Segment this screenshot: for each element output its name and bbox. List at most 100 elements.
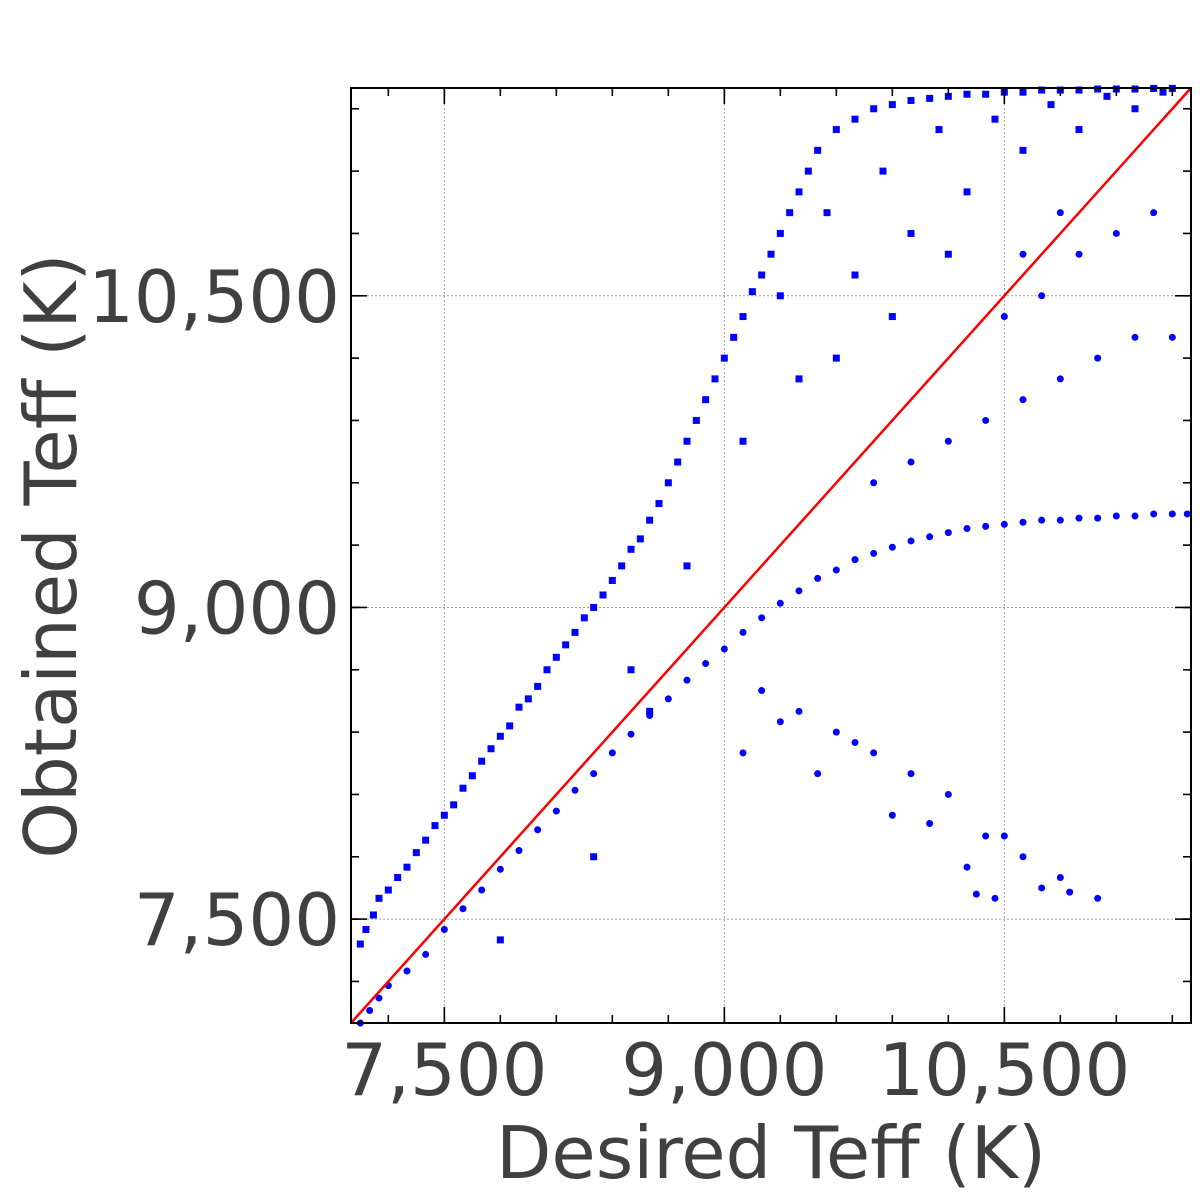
data-point-circle xyxy=(795,587,803,595)
data-point-circle xyxy=(795,707,803,715)
x-tick-label: 7,500 xyxy=(341,1028,547,1112)
data-point-circle xyxy=(459,905,467,913)
data-point-square xyxy=(655,500,663,508)
data-point-square xyxy=(1131,85,1139,93)
data-point-circle xyxy=(870,549,878,557)
data-point-circle xyxy=(1094,354,1102,362)
data-point-circle xyxy=(888,811,896,819)
data-point-square xyxy=(804,167,812,175)
reference-line-group xyxy=(350,87,1192,1024)
data-point-circle xyxy=(739,749,747,757)
data-point-square xyxy=(786,209,794,217)
data-point-square xyxy=(963,90,971,98)
data-point-square xyxy=(1075,126,1083,134)
data-point-square xyxy=(627,666,635,674)
data-point-square xyxy=(851,271,859,279)
grid xyxy=(351,88,1191,1023)
data-point-circle xyxy=(972,890,980,898)
data-point-square xyxy=(776,292,784,300)
data-point-circle xyxy=(1000,832,1008,840)
data-point-circle xyxy=(944,437,952,445)
data-point-square xyxy=(888,313,896,321)
data-point-square xyxy=(683,437,691,445)
data-point-circle xyxy=(1075,514,1083,522)
data-point-square xyxy=(692,416,700,424)
data-point-square xyxy=(506,722,514,730)
reference-line xyxy=(350,87,1192,1024)
data-point-circle xyxy=(608,749,616,757)
data-point-square xyxy=(832,354,840,362)
data-point-square xyxy=(571,628,579,636)
data-point-square xyxy=(888,101,896,109)
data-point-square xyxy=(720,354,728,362)
data-point-square xyxy=(394,874,402,882)
data-point-circle xyxy=(1056,375,1064,383)
data-point-circle xyxy=(1183,510,1191,518)
data-point-circle xyxy=(926,533,934,541)
data-point-square xyxy=(496,936,504,944)
data-point-circle xyxy=(422,950,430,958)
data-point-square xyxy=(478,757,486,765)
data-point-square xyxy=(702,396,710,404)
data-point-circle xyxy=(982,522,990,530)
data-point-square xyxy=(870,105,878,113)
plot-frame xyxy=(350,87,1192,1024)
data-point-circle xyxy=(1112,229,1120,237)
data-point-circle xyxy=(776,718,784,726)
data-point-square xyxy=(963,188,971,196)
data-point-square xyxy=(384,886,392,894)
data-point-circle xyxy=(1150,209,1158,217)
data-point-square xyxy=(982,90,990,98)
data-point-square xyxy=(1019,88,1027,96)
data-point-square xyxy=(1019,146,1027,154)
data-point-circle xyxy=(478,886,486,894)
data-point-square xyxy=(748,288,756,296)
data-point-square xyxy=(608,576,616,584)
data-point-circle xyxy=(683,676,691,684)
data-point-square xyxy=(580,614,588,622)
y-tick-label: 7,500 xyxy=(134,878,340,962)
data-point-circle xyxy=(963,524,971,532)
data-point-square xyxy=(1038,86,1046,94)
data-point-circle xyxy=(646,711,654,719)
tick-marks xyxy=(351,88,1191,1023)
data-point-circle xyxy=(1094,894,1102,902)
data-point-circle xyxy=(814,574,822,582)
data-point-square xyxy=(1131,105,1139,113)
data-point-square xyxy=(711,375,719,383)
data-point-square xyxy=(926,94,934,102)
data-point-square xyxy=(362,926,370,933)
data-point-square xyxy=(468,772,476,780)
data-points xyxy=(356,84,1191,1027)
data-point-circle xyxy=(776,599,784,607)
data-point-circle xyxy=(1019,250,1027,258)
data-point-circle xyxy=(534,826,542,834)
data-point-circle xyxy=(982,832,990,840)
data-point-circle xyxy=(907,458,915,466)
data-point-square xyxy=(823,209,831,217)
y-tick-label: 10,500 xyxy=(88,255,340,339)
data-point-square xyxy=(683,562,691,570)
data-point-circle xyxy=(1075,250,1083,258)
data-point-circle xyxy=(982,416,990,424)
data-point-square xyxy=(450,801,458,809)
data-point-circle xyxy=(832,566,840,574)
data-point-circle xyxy=(1131,512,1139,520)
data-point-circle xyxy=(1000,313,1008,321)
data-point-square xyxy=(739,437,747,445)
data-point-square xyxy=(1047,101,1055,109)
x-tick-labels: 7,500 9,000 10,500 xyxy=(341,1028,1130,1112)
data-point-circle xyxy=(944,529,952,537)
data-point-circle xyxy=(1056,209,1064,217)
data-point-circle xyxy=(1150,510,1158,518)
data-point-circle xyxy=(944,790,952,798)
data-point-circle xyxy=(832,728,840,736)
data-point-square xyxy=(814,146,822,154)
data-point-square xyxy=(674,458,682,466)
data-point-circle xyxy=(870,479,878,487)
data-point-circle xyxy=(926,820,934,828)
data-point-square xyxy=(991,115,999,123)
data-point-circle xyxy=(851,556,859,564)
data-point-circle xyxy=(991,894,999,902)
